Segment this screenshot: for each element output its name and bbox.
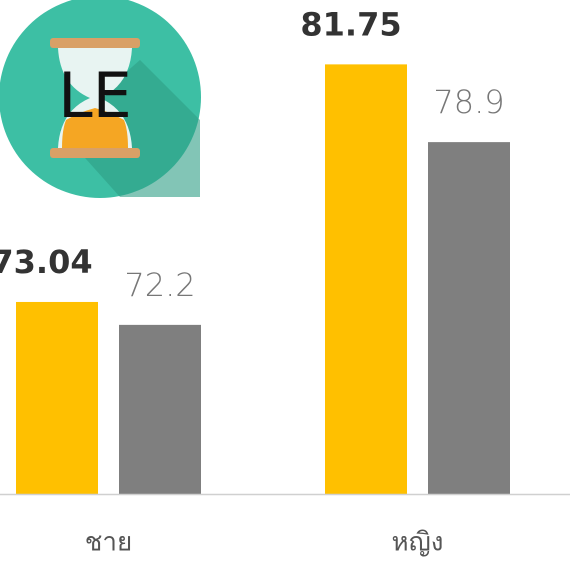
bar (325, 64, 407, 494)
icon: LE (0, 0, 201, 198)
x-tick-label: ชาย (85, 528, 132, 558)
value-label: 81.75 (300, 5, 401, 43)
hourglass-bottom (50, 148, 140, 158)
x-tick-label: หญิง (392, 528, 444, 558)
bar (119, 324, 201, 494)
value-label: 72.2 (124, 266, 195, 304)
value-label: 73.04 (0, 243, 93, 281)
icon-shadow (60, 60, 200, 197)
icon-label: LE (58, 59, 132, 132)
bar (428, 142, 510, 494)
hourglass-sand (62, 108, 128, 148)
value-label: 78.9 (433, 83, 504, 121)
bar (16, 301, 98, 494)
hourglass-top (50, 38, 140, 48)
